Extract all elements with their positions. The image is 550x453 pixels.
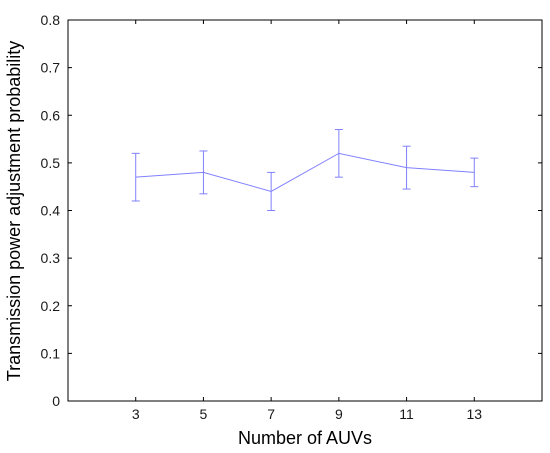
y-tick-labels: 0 0.1 0.2 0.3 0.4 0.5 0.6 0.7 0.8 (41, 12, 61, 409)
y-tick-label: 0.2 (41, 298, 61, 314)
x-tick-label: 7 (267, 406, 275, 422)
x-tick-label: 5 (200, 406, 208, 422)
y-axis-label: Transmission power adjustment probabilit… (4, 41, 24, 381)
plot-area (67, 19, 543, 402)
x-tick-label: 11 (399, 406, 414, 422)
series-layer (131, 129, 479, 211)
x-tick-label: 13 (466, 406, 482, 422)
ticks-layer (68, 19, 542, 402)
x-tick-label: 3 (132, 406, 140, 422)
y-tick-label: 0.7 (41, 60, 61, 76)
y-tick-label: 0.8 (41, 12, 61, 28)
y-tick-label: 0.1 (41, 345, 61, 361)
y-tick-label: 0.5 (41, 155, 61, 171)
x-tick-labels: 3 5 7 9 11 13 (132, 406, 482, 422)
y-tick-label: 0.4 (41, 203, 61, 219)
y-tick-label: 0.6 (41, 107, 61, 123)
x-tick-label: 9 (335, 406, 343, 422)
y-tick-label: 0.3 (41, 250, 61, 266)
series-line (135, 152, 475, 192)
x-axis-label: Number of AUVs (238, 428, 372, 448)
y-tick-label: 0 (52, 393, 60, 409)
